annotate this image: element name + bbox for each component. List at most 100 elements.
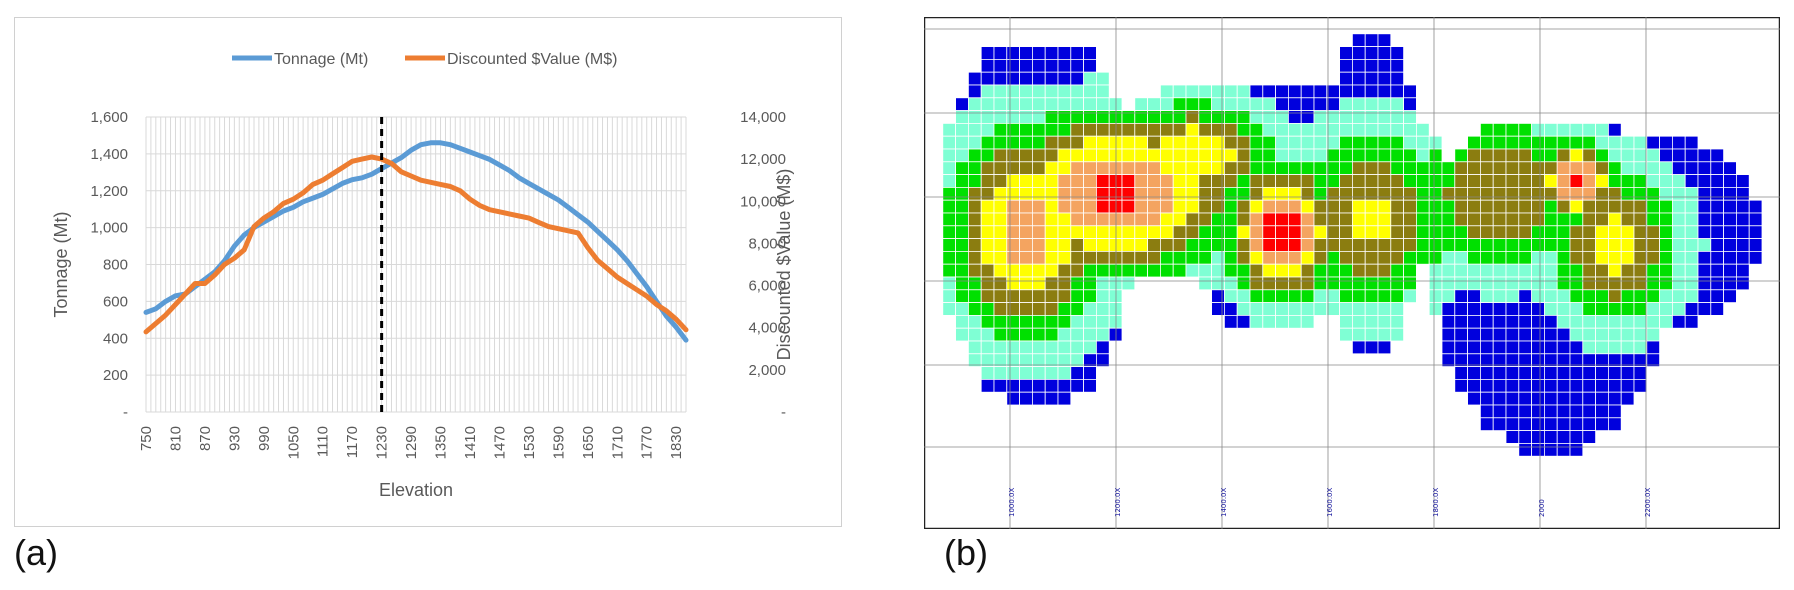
grade-cell bbox=[1531, 135, 1545, 150]
grade-cell bbox=[1364, 302, 1379, 316]
grade-cell bbox=[1095, 353, 1110, 367]
grade-cell bbox=[1095, 71, 1110, 86]
grade-cell bbox=[980, 71, 995, 86]
grade-cell bbox=[1313, 289, 1328, 303]
grade-cell bbox=[955, 148, 969, 163]
grade-cell bbox=[1070, 161, 1085, 176]
grade-cell bbox=[1057, 97, 1072, 112]
grade-cell bbox=[1083, 250, 1097, 265]
grade-cell bbox=[1531, 199, 1545, 214]
grade-cell bbox=[1505, 430, 1520, 444]
grade-cell bbox=[1249, 123, 1264, 137]
grade-cell bbox=[980, 174, 995, 188]
grade-cell bbox=[1134, 250, 1149, 265]
grade-cell bbox=[1287, 225, 1302, 240]
grade-cell bbox=[1006, 250, 1021, 265]
grade-cell bbox=[1095, 276, 1110, 291]
grade-cell bbox=[1095, 135, 1110, 150]
grade-cell bbox=[1275, 263, 1289, 278]
grade-cell bbox=[1518, 302, 1532, 316]
grade-cell bbox=[1249, 84, 1264, 99]
grade-cell bbox=[1262, 289, 1276, 303]
grade-cell bbox=[968, 340, 982, 355]
grade-cell bbox=[1351, 302, 1366, 316]
grade-cell bbox=[1595, 174, 1609, 188]
grade-cell bbox=[1351, 84, 1366, 99]
grade-cell bbox=[1569, 289, 1584, 303]
x-tick-label: 750 bbox=[138, 426, 155, 451]
grade-cell bbox=[942, 276, 956, 291]
grade-cell bbox=[1070, 225, 1085, 240]
grade-cell bbox=[1019, 97, 1033, 112]
grade-cell bbox=[1121, 148, 1136, 163]
grade-cell bbox=[1646, 340, 1660, 355]
grade-cell bbox=[1595, 238, 1609, 252]
grade-cell bbox=[1403, 212, 1417, 227]
grade-cell bbox=[1019, 110, 1033, 124]
grade-cell bbox=[1083, 59, 1097, 73]
grade-cell bbox=[1467, 276, 1481, 291]
grade-cell bbox=[1684, 225, 1699, 240]
grade-cell bbox=[1339, 186, 1353, 201]
grade-cell bbox=[1467, 186, 1481, 201]
grade-cell bbox=[1070, 314, 1085, 329]
grade-cell bbox=[1326, 161, 1340, 176]
grade-cell bbox=[1108, 135, 1123, 150]
grade-cell bbox=[993, 314, 1008, 329]
grade-cell bbox=[1351, 33, 1366, 47]
grade-cell bbox=[1390, 263, 1404, 278]
panel-label-a: (a) bbox=[14, 532, 58, 573]
grade-cell bbox=[1403, 289, 1417, 303]
grade-cell bbox=[1569, 378, 1584, 393]
grade-cell bbox=[1300, 135, 1315, 150]
grade-cell bbox=[1428, 263, 1443, 278]
grade-cell bbox=[1287, 263, 1302, 278]
grade-cell bbox=[1748, 250, 1763, 265]
grade-cell bbox=[1556, 276, 1571, 291]
grade-cell bbox=[1608, 199, 1622, 214]
grade-cell bbox=[1019, 46, 1033, 60]
grade-cell bbox=[1582, 314, 1596, 329]
grade-cell bbox=[1723, 225, 1737, 240]
grade-cell bbox=[1351, 276, 1366, 291]
grade-cell bbox=[1492, 186, 1507, 201]
grade-cell bbox=[1351, 135, 1366, 150]
grade-cell bbox=[1595, 340, 1609, 355]
grade-cell bbox=[1019, 366, 1033, 380]
grade-cell bbox=[1070, 148, 1085, 163]
grade-cell bbox=[1415, 135, 1430, 150]
grade-cell bbox=[1057, 174, 1072, 188]
grade-cell bbox=[1390, 97, 1404, 112]
grade-cell bbox=[1351, 289, 1366, 303]
y-tick-label: - bbox=[123, 404, 128, 421]
grade-cell bbox=[1646, 186, 1660, 201]
grade-cell bbox=[1569, 148, 1584, 163]
grade-cell bbox=[1454, 289, 1468, 303]
grade-cell bbox=[1518, 263, 1532, 278]
grade-cell bbox=[1134, 212, 1149, 227]
grade-cell bbox=[1198, 84, 1212, 99]
grade-cell bbox=[1070, 378, 1085, 393]
grade-cell bbox=[1582, 161, 1596, 176]
grade-cell bbox=[1710, 250, 1724, 265]
grade-cell bbox=[1467, 199, 1481, 214]
grade-cell bbox=[1518, 391, 1532, 406]
grade-cell bbox=[1505, 289, 1520, 303]
grade-cell bbox=[1620, 135, 1635, 150]
grade-cell bbox=[1262, 186, 1276, 201]
grade-cell bbox=[1646, 302, 1660, 316]
grade-cell bbox=[1019, 327, 1033, 342]
grade-cell bbox=[1275, 199, 1289, 214]
grade-cell bbox=[1044, 84, 1059, 99]
grade-cell bbox=[1006, 46, 1021, 60]
grade-cell bbox=[1608, 225, 1622, 240]
grade-cell bbox=[1646, 225, 1660, 240]
grade-cell bbox=[1659, 289, 1673, 303]
grade-cell bbox=[1262, 314, 1276, 329]
grade-cell bbox=[1108, 186, 1123, 201]
grade-cell bbox=[1339, 327, 1353, 342]
grade-cell bbox=[1390, 225, 1404, 240]
grade-cell bbox=[993, 340, 1008, 355]
grade-cell bbox=[1236, 212, 1251, 227]
grade-cell bbox=[1428, 302, 1443, 316]
